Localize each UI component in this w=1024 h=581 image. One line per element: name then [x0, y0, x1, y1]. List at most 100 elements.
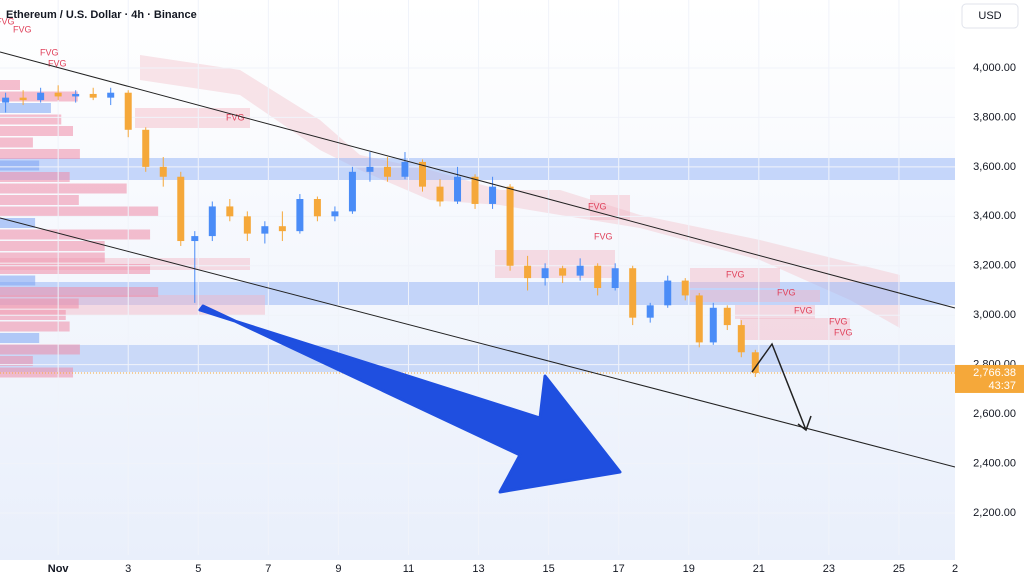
grid: [0, 0, 970, 555]
x-tick-label: 2: [952, 563, 958, 575]
fvg-label: FVG: [829, 316, 848, 326]
candle-body: [541, 268, 549, 279]
candle-body: [226, 206, 234, 217]
profile-bar: [0, 298, 79, 309]
profile-bar: [0, 252, 105, 263]
projection-arrow-head: [797, 415, 812, 432]
y-tick-label: 3,800.00: [973, 111, 1016, 123]
fvg-box: [740, 318, 850, 340]
y-tick-label: 3,000.00: [973, 309, 1016, 321]
candle-body: [664, 280, 672, 306]
profile-bar: [0, 356, 33, 366]
profile-bar: [0, 321, 70, 332]
profile-bar: [0, 80, 20, 90]
candle-body: [72, 93, 80, 97]
fvg-label: FVG: [13, 24, 32, 34]
x-tick-label: 19: [683, 563, 695, 575]
x-tick-label: 25: [893, 563, 905, 575]
last-price-box: [955, 364, 1024, 393]
candle-body: [37, 92, 45, 101]
y-tick-label: 3,200.00: [973, 260, 1016, 272]
candle-body: [2, 97, 10, 103]
y-tick-label: 2,600.00: [973, 408, 1016, 420]
candle-body: [576, 265, 584, 276]
fvg-label: FVG: [40, 47, 59, 57]
candle-body: [454, 176, 462, 202]
trend-arrow: [198, 304, 622, 494]
x-tick-label: 17: [613, 563, 625, 575]
candle-body: [54, 92, 62, 97]
x-tick-label: 23: [823, 563, 835, 575]
fvg-label: FVG: [588, 201, 607, 211]
candle-body: [348, 171, 356, 212]
candle-body: [331, 211, 339, 217]
candle-body: [524, 265, 532, 279]
profile-bar: [0, 287, 159, 297]
profile-bar: [0, 264, 151, 274]
x-tick-label: 5: [195, 563, 201, 575]
zone: [0, 345, 955, 372]
candle-body: [107, 92, 115, 98]
candle-body: [313, 199, 321, 217]
candle-body: [436, 186, 444, 202]
profile-bar: [0, 172, 70, 182]
x-tick-label: 15: [542, 563, 554, 575]
profile-bar: [0, 183, 127, 194]
candle-body: [19, 97, 27, 101]
candle-body: [243, 216, 251, 234]
candle-body: [401, 161, 409, 177]
candle-body: [695, 295, 703, 343]
candle-body: [751, 352, 759, 373]
projection-arrow: [751, 342, 807, 431]
x-tick-label: 7: [265, 563, 271, 575]
x-tick-label: 11: [403, 563, 414, 575]
candle-body: [89, 93, 97, 98]
last-price-label: 2,766.38: [973, 367, 1016, 379]
chart-title: Ethereum / U.S. Dollar · 4h · Binance: [6, 9, 197, 21]
candle-body: [366, 166, 374, 172]
x-tick-label: 3: [125, 563, 131, 575]
candle-body: [709, 307, 717, 343]
candle-body: [278, 226, 286, 232]
candle-body: [383, 166, 391, 177]
candle-body: [124, 92, 132, 130]
countdown: 43:37: [988, 380, 1016, 392]
profile-bar: [0, 160, 40, 171]
profile-bar: [0, 149, 80, 159]
candle-body: [296, 199, 304, 232]
profile-bar: [0, 333, 40, 343]
plot-background: [0, 0, 955, 560]
candle-body: [681, 280, 689, 296]
candle-body: [418, 161, 426, 187]
currency[interactable]: USD: [978, 10, 1001, 22]
profile-bar: [0, 126, 74, 136]
y-tick-label: 2,400.00: [973, 457, 1016, 469]
profile-bar: [0, 344, 80, 355]
time-axis: [0, 560, 1024, 581]
fvg-label: FVG: [226, 112, 245, 122]
profile-bar: [0, 275, 36, 286]
profile-bar: [0, 206, 159, 217]
candle-body: [594, 265, 602, 289]
fvg-labels: FVGFVGFVGFVGFVGFVGFVGFVGFVGFVGFVGFVG: [0, 16, 853, 337]
profile-bar: [0, 103, 51, 113]
candle-body: [723, 307, 731, 326]
volume-profile: [0, 80, 159, 378]
fvg-label: FVG: [0, 16, 15, 26]
zone: [0, 158, 955, 180]
candle-body: [208, 206, 216, 237]
fvg-label: FVG: [794, 305, 813, 315]
candle-body: [559, 268, 567, 276]
x-tick-label: 9: [335, 563, 341, 575]
profile-bar: [0, 229, 151, 240]
currency-button[interactable]: [961, 3, 1019, 29]
fvg-label: FVG: [834, 327, 853, 337]
x-tick-label: 13: [472, 563, 484, 575]
y-tick-label: 2,200.00: [973, 507, 1016, 519]
y-tick-label: 3,600.00: [973, 161, 1016, 173]
fvg-box: [690, 290, 820, 302]
axes: 2,200.002,400.002,600.002,800.003,000.00…: [48, 62, 1024, 575]
fvg-label: FVG: [726, 269, 745, 279]
x-tick-label: 21: [753, 563, 765, 575]
candle-body: [646, 305, 654, 318]
